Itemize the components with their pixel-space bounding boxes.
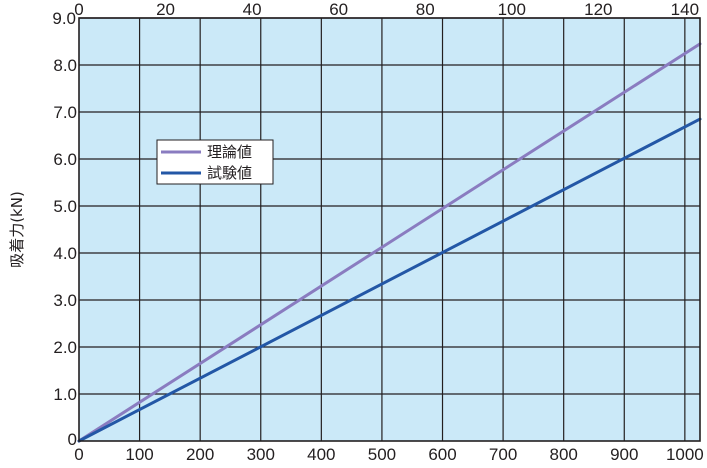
x-top-tick-label: 60	[329, 0, 348, 19]
x-tick-label: 100	[125, 445, 153, 464]
y-tick-label: 7.0	[53, 103, 77, 122]
y-tick-label: 9.0	[52, 9, 76, 28]
y-axis: 0 1.0 2.0 3.0 4.0 5.0 6.0 7.0 8.0 9.0	[52, 9, 77, 449]
x-tick-label: 800	[549, 445, 577, 464]
series-line	[77, 42, 702, 443]
y-axis-label: 吸着力(kN)	[8, 191, 26, 268]
legend-box	[156, 139, 274, 185]
series-line	[77, 117, 702, 443]
x-tick-label: 600	[428, 445, 456, 464]
x-top-tick-label: 80	[416, 0, 435, 19]
y-tick-label: 4.0	[53, 244, 77, 263]
x-axis-bottom: 0 100 200 300 400 500 600 700 800 900 1000	[74, 445, 704, 464]
x-top-tick-label: 40	[243, 0, 262, 19]
x-top-tick-label: 100	[498, 0, 526, 19]
x-top-tick-label: 140	[671, 0, 699, 19]
x-tick-label: 500	[368, 445, 396, 464]
y-tick-label: 6.0	[53, 150, 77, 169]
legend-label: 理論値	[207, 143, 252, 161]
y-tick-label: 2.0	[53, 338, 77, 357]
y-tick-label: 0	[68, 430, 77, 449]
x-axis-top: 0 20 40 60 80 100 120 140	[74, 0, 699, 19]
x-tick-label: 0	[74, 445, 83, 464]
x-tick-label: 1000	[666, 445, 704, 464]
plot-background	[79, 18, 700, 441]
x-tick-label: 400	[307, 445, 335, 464]
y-tick-label: 5.0	[53, 197, 77, 216]
y-tick-label: 8.0	[53, 56, 77, 75]
y-tick-label: 1.0	[53, 385, 77, 404]
x-top-tick-label: 120	[584, 0, 612, 19]
x-tick-label: 200	[186, 445, 214, 464]
plot-frame	[78, 17, 701, 442]
data-series	[77, 42, 702, 443]
x-tick-label: 900	[610, 445, 638, 464]
x-top-tick-label: 0	[74, 0, 83, 19]
x-tick-label: 700	[489, 445, 517, 464]
y-tick-label: 3.0	[53, 291, 77, 310]
grid-lines	[79, 17, 700, 441]
x-top-tick-label: 20	[156, 0, 175, 19]
legend-label: 試験値	[207, 164, 252, 182]
x-tick-label: 300	[247, 445, 275, 464]
